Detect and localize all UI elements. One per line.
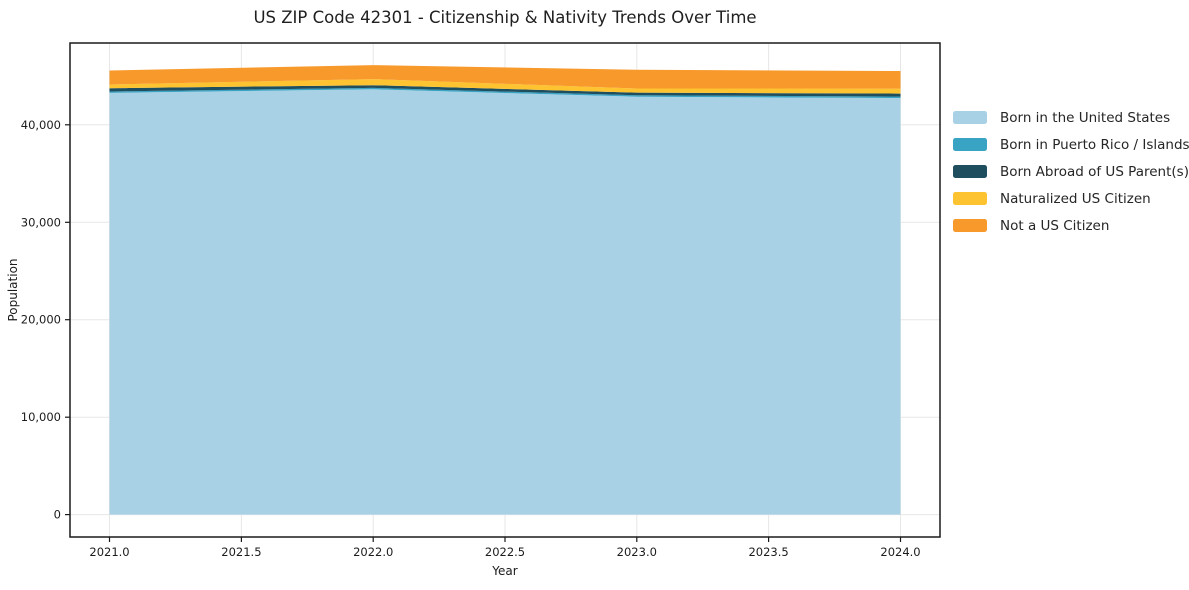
x-tick-label: 2023.0 [617, 545, 657, 559]
y-tick-label: 30,000 [21, 215, 61, 229]
area-series-0 [109, 89, 901, 515]
area-series-3 [109, 79, 901, 94]
legend-item: Born in Puerto Rico / Islands [953, 131, 1189, 158]
legend-item: Born in the United States [953, 104, 1189, 131]
legend-label: Born Abroad of US Parent(s) [1000, 163, 1189, 180]
area-series-1 [109, 87, 901, 98]
legend: Born in the United States Born in Puerto … [953, 104, 1189, 239]
legend-swatch [953, 111, 987, 124]
legend-item: Born Abroad of US Parent(s) [953, 158, 1189, 185]
legend-label: Naturalized US Citizen [1000, 190, 1151, 207]
y-tick-label: 0 [54, 508, 61, 522]
legend-swatch [953, 138, 987, 151]
y-tick-label: 20,000 [21, 313, 61, 327]
area-series-4 [109, 65, 901, 89]
legend-swatch [953, 192, 987, 205]
x-tick-label: 2023.5 [748, 545, 788, 559]
legend-label: Born in Puerto Rico / Islands [1000, 136, 1189, 153]
x-tick-label: 2022.0 [353, 545, 393, 559]
legend-label: Born in the United States [1000, 109, 1171, 126]
x-axis-label: Year [492, 564, 518, 578]
legend-item: Naturalized US Citizen [953, 185, 1189, 212]
legend-label: Not a US Citizen [1000, 217, 1110, 234]
y-tick-label: 10,000 [21, 410, 61, 424]
legend-swatch [953, 219, 987, 232]
x-tick-label: 2022.5 [485, 545, 525, 559]
x-tick-label: 2024.0 [880, 545, 920, 559]
chart-title: US ZIP Code 42301 - Citizenship & Nativi… [253, 8, 757, 27]
y-axis-label: Population [6, 258, 20, 322]
y-tick-label: 40,000 [21, 118, 61, 132]
legend-swatch [953, 165, 987, 178]
x-tick-label: 2021.5 [221, 545, 261, 559]
legend-item: Not a US Citizen [953, 212, 1189, 239]
x-tick-label: 2021.0 [89, 545, 129, 559]
area-series-2 [109, 85, 901, 97]
